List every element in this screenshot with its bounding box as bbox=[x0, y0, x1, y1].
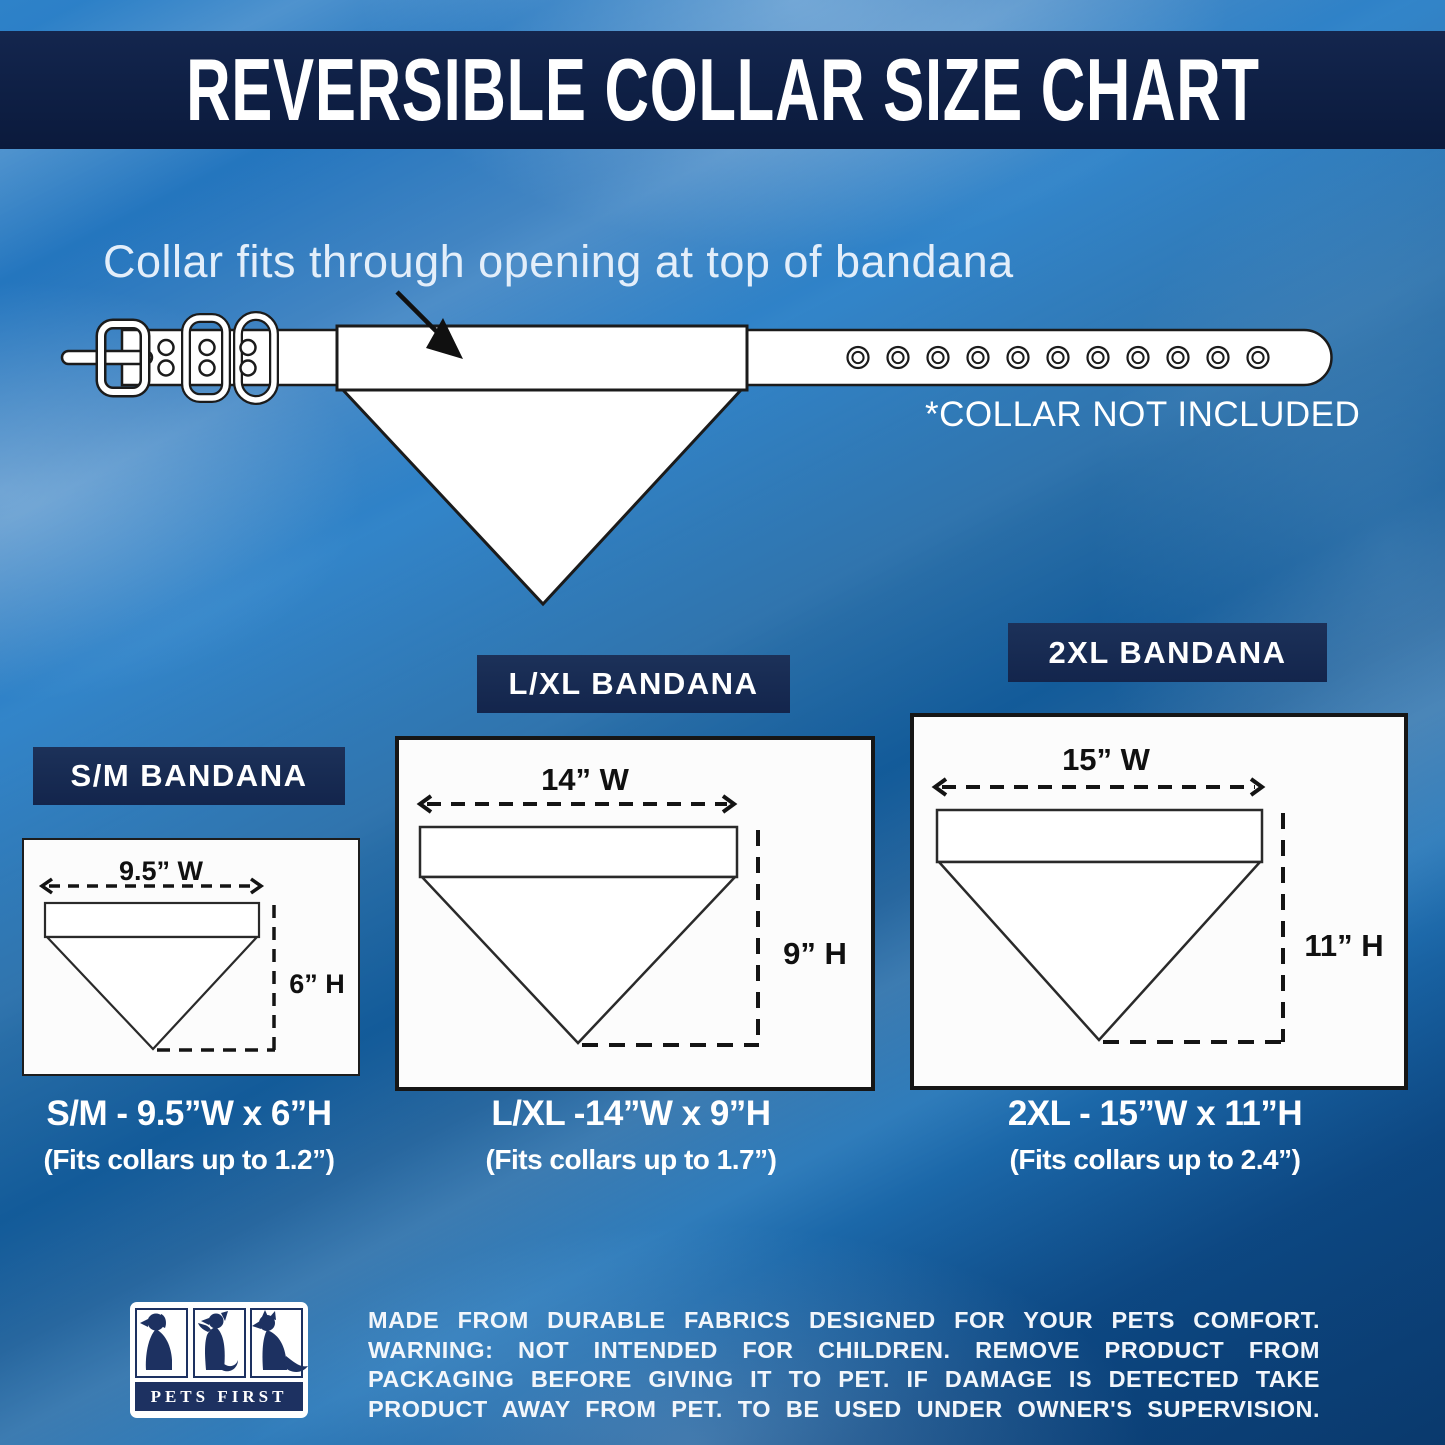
width-dimension-label: 14” W bbox=[541, 762, 630, 797]
bandana-triangle bbox=[419, 875, 738, 1045]
height-dimension-label: 9” H bbox=[783, 936, 847, 971]
logo-frame-2 bbox=[192, 1308, 246, 1378]
height-dimension-label: 11” H bbox=[1304, 928, 1383, 963]
logo-frame-1 bbox=[135, 1308, 188, 1378]
size-caption-fits: (Fits collars up to 1.7”) bbox=[485, 1144, 777, 1175]
logo-frame-3 bbox=[250, 1308, 308, 1378]
bandana-diagram-2xl: 15” W 11” H bbox=[931, 742, 1384, 1044]
page-title: REVERSIBLE COLLAR SIZE CHART bbox=[185, 40, 1260, 139]
warning-line: WARNING: NOT INTENDED FOR CHILDREN. REMO… bbox=[368, 1336, 1320, 1363]
width-arrow bbox=[38, 877, 265, 895]
warning-text-block: MADE FROM DURABLE FABRICS DESIGNED FOR Y… bbox=[368, 1306, 1320, 1424]
height-dimension-label: 6” H bbox=[289, 969, 345, 999]
pets-first-logo: PETS FIRST bbox=[130, 1302, 308, 1418]
width-arrow bbox=[931, 777, 1266, 797]
width-dimension-label: 15” W bbox=[1062, 742, 1151, 777]
width-arrow bbox=[416, 794, 738, 814]
collar-illustration bbox=[60, 290, 1333, 607]
logo-name-bar: PETS FIRST bbox=[135, 1382, 303, 1411]
pointer-arrow-icon bbox=[395, 290, 463, 359]
size-label-lxl: L/XL BANDANA bbox=[477, 655, 790, 713]
header-band: REVERSIBLE COLLAR SIZE CHART bbox=[0, 31, 1445, 149]
bandana-triangle bbox=[936, 860, 1263, 1042]
height-guide bbox=[157, 905, 276, 1052]
diagram-panel-lxl: 14” W 9” H bbox=[395, 736, 875, 1091]
bandana-triangle bbox=[339, 388, 745, 607]
size-caption-title: L/XL -14”W x 9”H bbox=[491, 1094, 771, 1133]
collar-holes bbox=[846, 345, 1270, 370]
bandana-band bbox=[43, 901, 261, 939]
brand-name: PETS FIRST bbox=[150, 1386, 288, 1406]
height-guide bbox=[1103, 813, 1285, 1044]
bandana-band bbox=[935, 808, 1264, 864]
intro-caption: Collar fits through opening at top of ba… bbox=[103, 236, 1014, 287]
size-caption-title: 2XL - 15”W x 11”H bbox=[1007, 1094, 1303, 1133]
logo-dog-row bbox=[135, 1308, 308, 1378]
warning-line: PACKAGING BEFORE GIVING IT TO PET. IF DA… bbox=[368, 1366, 1320, 1392]
size-caption-fits: (Fits collars up to 1.2”) bbox=[43, 1144, 335, 1175]
width-dimension-label: 9.5” W bbox=[119, 856, 204, 886]
size-caption-2xl: 2XL - 15”W x 11”H (Fits collars up to 2.… bbox=[910, 1094, 1400, 1176]
dog-shepherd-icon bbox=[252, 1310, 308, 1372]
bandana-triangle bbox=[44, 935, 260, 1051]
warning-line: PRODUCT AWAY FROM PET. TO BE USED UNDER … bbox=[368, 1395, 1320, 1422]
bandana-band bbox=[418, 825, 739, 879]
height-guide bbox=[582, 830, 760, 1047]
collar-not-included-note: *COLLAR NOT INCLUDED bbox=[925, 395, 1361, 434]
size-caption-sm: S/M - 9.5”W x 6”H (Fits collars up to 1.… bbox=[22, 1094, 356, 1176]
size-label-2xl: 2XL BANDANA bbox=[1008, 623, 1327, 682]
size-label-sm: S/M BANDANA bbox=[33, 747, 345, 805]
dog-begging-icon bbox=[197, 1311, 238, 1372]
warning-line: MADE FROM DURABLE FABRICS DESIGNED FOR Y… bbox=[368, 1307, 1320, 1333]
size-caption-lxl: L/XL -14”W x 9”H (Fits collars up to 1.7… bbox=[395, 1094, 867, 1176]
bandana-band bbox=[335, 324, 749, 392]
diagram-panel-sm: 9.5” W 6” H bbox=[22, 838, 360, 1076]
size-caption-title: S/M - 9.5”W x 6”H bbox=[46, 1094, 332, 1133]
size-caption-fits: (Fits collars up to 2.4”) bbox=[1009, 1144, 1301, 1175]
collar-buckle bbox=[60, 311, 279, 405]
dog-sitting-icon bbox=[140, 1313, 172, 1370]
bandana-diagram-lxl: 14” W 9” H bbox=[416, 762, 847, 1047]
bandana-diagram-sm: 9.5” W 6” H bbox=[38, 856, 345, 1052]
diagram-panel-2xl: 15” W 11” H bbox=[910, 713, 1408, 1090]
